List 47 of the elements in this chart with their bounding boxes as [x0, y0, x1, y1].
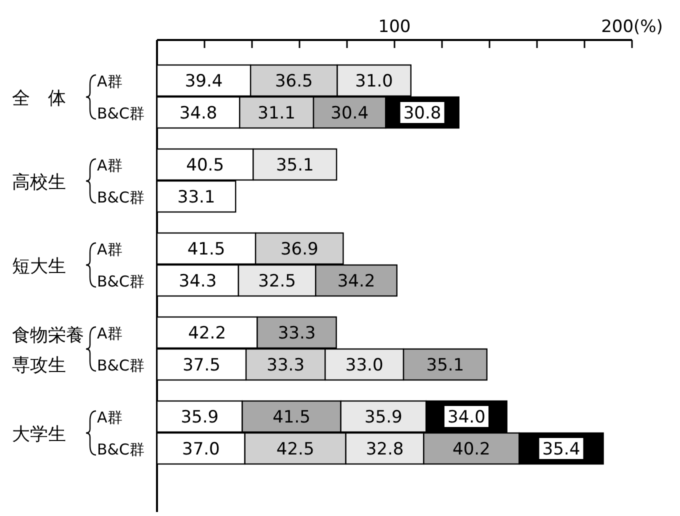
data-label: 35.1 — [276, 156, 314, 176]
y-tick-label: A群 — [97, 324, 122, 342]
data-label: 35.9 — [364, 408, 402, 428]
data-label: 34.8 — [179, 104, 218, 124]
text: 全 体 — [12, 88, 66, 109]
data-label: 35.9 — [180, 408, 219, 428]
data-label: 30.4 — [330, 104, 369, 124]
data-label: 34.0 — [448, 408, 486, 428]
text: 大学生 — [12, 424, 66, 445]
data-label: 30.8 — [403, 104, 442, 124]
data-label: 40.2 — [452, 440, 490, 460]
y-tick-label: A群 — [97, 72, 122, 90]
data-label: 35.4 — [542, 440, 580, 460]
data-label: 35.1 — [426, 356, 464, 376]
text: 高校生 — [12, 172, 66, 193]
data-label: 41.5 — [272, 408, 310, 428]
data-label: 33.1 — [177, 188, 216, 208]
x-tick-label: 200(%) — [601, 17, 663, 37]
y-tick-label: B&C群 — [97, 272, 144, 290]
y-tick-label: A群 — [97, 156, 122, 174]
data-label: 34.3 — [178, 272, 217, 292]
data-label: 41.5 — [187, 240, 226, 260]
data-label: 31.1 — [258, 104, 296, 124]
y-tick-label: A群 — [97, 240, 122, 258]
y-tick-label: B&C群 — [97, 104, 144, 122]
x-tick-label: 100 — [378, 17, 411, 37]
data-label: 42.2 — [188, 324, 226, 344]
y-tick-label: A群 — [97, 408, 122, 426]
data-label: 34.2 — [337, 272, 376, 292]
data-label: 32.5 — [258, 272, 296, 292]
data-label: 39.4 — [184, 72, 223, 92]
data-label: 37.0 — [182, 440, 220, 460]
data-label: 32.8 — [366, 440, 404, 460]
data-label: 33.3 — [278, 324, 316, 344]
y-tick-label: B&C群 — [97, 188, 144, 206]
data-label: 36.5 — [274, 72, 313, 92]
y-tick-label: B&C群 — [97, 440, 144, 458]
data-label: 36.9 — [280, 240, 318, 260]
y-tick-label: B&C群 — [97, 356, 144, 374]
data-label: 40.5 — [186, 156, 224, 176]
data-label: 42.5 — [276, 440, 314, 460]
data-label: 33.0 — [345, 356, 384, 376]
data-label: 33.3 — [266, 356, 305, 376]
data-label: 37.5 — [182, 356, 220, 376]
text: 短大生 — [12, 256, 66, 277]
data-label: 31.0 — [355, 72, 394, 92]
text: 食物栄養専攻生 — [12, 325, 84, 376]
